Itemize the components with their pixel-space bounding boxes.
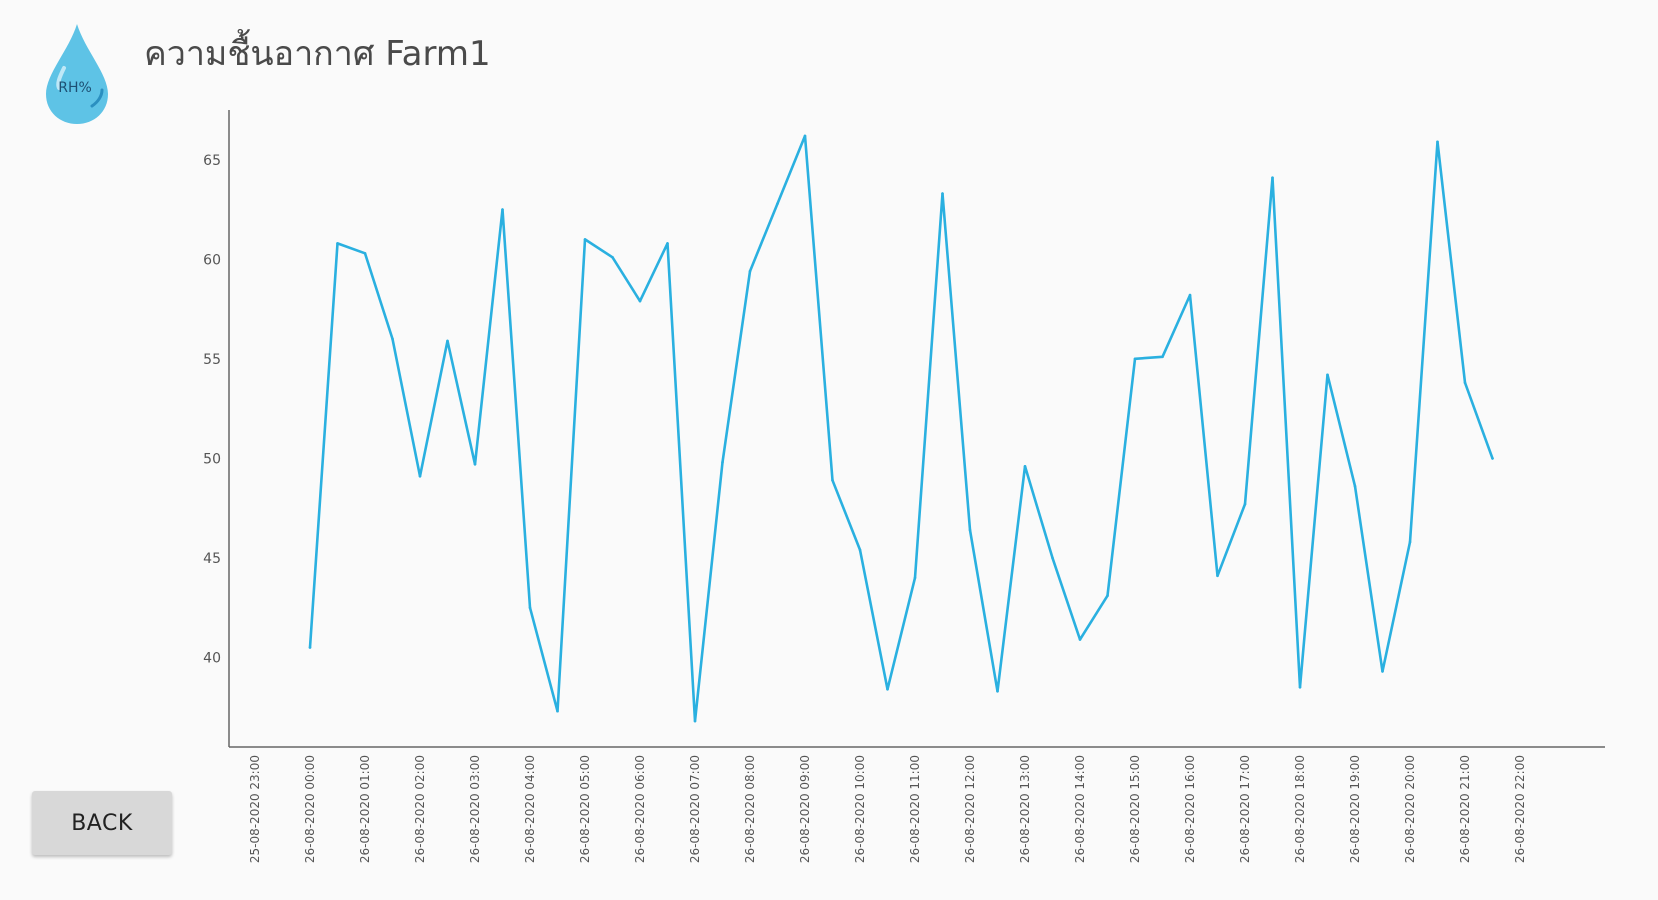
- x-tick-label: 26-08-2020 03:00: [468, 755, 482, 863]
- x-tick-label: 26-08-2020 18:00: [1293, 755, 1307, 863]
- logo-text: RH%: [58, 80, 92, 96]
- data-point: [886, 688, 889, 691]
- x-tick-label: 26-08-2020 17:00: [1238, 755, 1252, 863]
- y-tick-label: 45: [203, 551, 221, 567]
- series-line: [308, 134, 1494, 723]
- data-point: [1051, 556, 1054, 560]
- data-point: [913, 576, 917, 580]
- x-tick-label: 26-08-2020 11:00: [908, 755, 922, 863]
- x-tick-label: 26-08-2020 16:00: [1183, 755, 1197, 863]
- data-point: [1106, 594, 1109, 597]
- water-drop-icon: RH%: [42, 22, 112, 126]
- data-point: [1243, 502, 1247, 506]
- x-tick-label: 26-08-2020 19:00: [1348, 755, 1362, 863]
- data-point: [473, 463, 477, 466]
- x-tick-label: 26-08-2020 00:00: [303, 755, 317, 863]
- data-point: [858, 548, 862, 552]
- data-point: [1133, 357, 1137, 361]
- y-tick-label: 40: [203, 650, 221, 666]
- data-point: [363, 252, 367, 255]
- x-tick-label: 26-08-2020 10:00: [853, 755, 867, 863]
- data-point: [1271, 176, 1274, 179]
- data-point: [1463, 381, 1467, 385]
- data-point: [1078, 638, 1082, 641]
- page-title: ความชื้นอากาศ Farm1: [144, 34, 491, 74]
- data-point: [666, 242, 669, 245]
- y-axis-ticks: 40 45 50 55 60 65: [203, 153, 221, 667]
- data-point: [721, 461, 724, 464]
- x-tick-label: 26-08-2020 05:00: [578, 755, 592, 863]
- x-tick-label: 26-08-2020 12:00: [963, 755, 977, 863]
- data-point: [1381, 670, 1384, 673]
- y-tick-label: 65: [203, 153, 221, 169]
- chart-axes: [228, 110, 1605, 748]
- chart-series: [308, 134, 1494, 723]
- x-tick-label: 26-08-2020 09:00: [798, 755, 812, 863]
- data-point: [803, 134, 807, 138]
- data-point: [308, 646, 312, 649]
- data-point: [528, 606, 532, 609]
- data-point: [638, 299, 642, 303]
- y-tick-label: 50: [203, 451, 221, 467]
- data-point: [1298, 686, 1302, 689]
- data-point: [941, 192, 944, 195]
- data-point: [1023, 465, 1027, 468]
- data-point: [968, 528, 972, 532]
- data-point: [1161, 355, 1164, 359]
- data-point: [583, 238, 587, 241]
- data-point: [996, 690, 999, 693]
- data-point: [1436, 140, 1439, 144]
- x-axis-ticks: 25-08-2020 23:00 26-08-2020 00:00 26-08-20…: [248, 755, 1527, 863]
- x-tick-label: 26-08-2020 22:00: [1513, 755, 1527, 863]
- back-button[interactable]: BACK: [32, 791, 172, 855]
- x-tick-label: 26-08-2020 02:00: [413, 755, 427, 863]
- data-point: [776, 202, 779, 205]
- x-tick-label: 26-08-2020 08:00: [743, 755, 757, 863]
- data-point: [1491, 457, 1494, 460]
- water-drop-graphic: RH%: [46, 24, 108, 124]
- x-tick-label: 26-08-2020 01:00: [358, 755, 372, 863]
- y-tick-label: 55: [203, 352, 221, 368]
- x-tick-label: 26-08-2020 20:00: [1403, 755, 1417, 863]
- x-tick-label: 26-08-2020 06:00: [633, 755, 647, 863]
- x-tick-label: 26-08-2020 07:00: [688, 755, 702, 863]
- x-tick-label: 25-08-2020 23:00: [248, 755, 262, 863]
- data-point: [831, 479, 834, 482]
- x-tick-label: 26-08-2020 13:00: [1018, 755, 1032, 863]
- data-point: [446, 339, 449, 343]
- x-tick-label: 26-08-2020 15:00: [1128, 755, 1142, 863]
- data-point: [336, 242, 339, 245]
- x-tick-label: 26-08-2020 04:00: [523, 755, 537, 863]
- data-point: [611, 255, 614, 259]
- data-point: [1216, 574, 1219, 578]
- data-point: [418, 475, 422, 478]
- data-point: [1408, 540, 1412, 544]
- data-point: [1188, 293, 1192, 297]
- data-point: [556, 709, 559, 713]
- data-point: [501, 208, 504, 211]
- x-tick-label: 26-08-2020 14:00: [1073, 755, 1087, 863]
- data-point: [748, 269, 752, 273]
- data-point: [1353, 484, 1357, 488]
- data-point: [1326, 373, 1329, 377]
- data-point: [391, 337, 394, 341]
- x-tick-label: 26-08-2020 21:00: [1458, 755, 1472, 863]
- data-point: [693, 719, 697, 723]
- y-tick-label: 60: [203, 252, 221, 268]
